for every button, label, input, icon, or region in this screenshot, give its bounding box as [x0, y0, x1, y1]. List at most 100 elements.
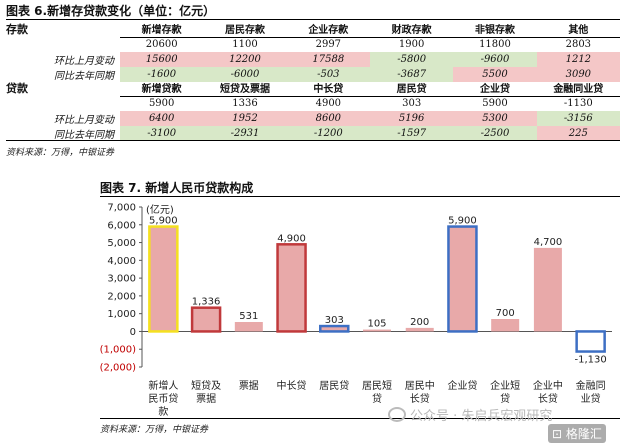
- deposits-value-cell: 2997: [315, 39, 342, 50]
- loans-change-cell: -2500: [453, 125, 537, 141]
- x-tick-label: 居民贷: [319, 379, 349, 392]
- y-tick-label: 7,000: [107, 203, 136, 214]
- loans-column-header: 中长贷: [286, 80, 370, 97]
- loans-row-label: 环比上月变动: [54, 114, 114, 126]
- x-tick-label: 居民短: [362, 379, 392, 392]
- deposits-change-cell: -6000: [203, 66, 287, 82]
- bar-value-label: 200: [410, 317, 429, 328]
- deposits-column-header: 其他: [536, 21, 620, 38]
- y-tick-label: (1,000): [100, 345, 137, 356]
- x-tick-label: 业贷: [581, 392, 601, 405]
- loans-value-cell: 1336: [232, 98, 258, 109]
- blank-cell: [6, 96, 36, 111]
- deposits-value-cell: 2803: [565, 39, 592, 50]
- deposits-column-header: 居民存款: [203, 21, 287, 38]
- loans-change-cell: -1597: [369, 125, 454, 141]
- change-value: 1952: [232, 112, 258, 124]
- bar-value-label: 5,900: [149, 216, 178, 227]
- table-title: 图表 6.新增存贷款变化（单位：亿元）: [6, 4, 216, 18]
- y-tick-label: 0: [130, 327, 136, 338]
- y-tick-label: (2,000): [100, 363, 137, 374]
- x-tick-label: 企业贷: [447, 379, 477, 392]
- chart-title: 图表 7. 新增人民币贷款构成: [100, 181, 254, 195]
- change-value: -2931: [230, 127, 260, 139]
- change-value: 6400: [148, 112, 175, 124]
- loans-header-row: 贷款 新增贷款 短贷及票据 中长贷 居民贷 企业贷 金融同业贷: [6, 80, 620, 97]
- bar-value-label: 1,336: [192, 297, 221, 308]
- loans-change-cell: 1952: [203, 110, 287, 126]
- blank-cell: [6, 37, 36, 52]
- change-value: -1600: [147, 68, 177, 80]
- bar-value-label: 4,700: [534, 237, 563, 248]
- change-value: 1212: [565, 53, 592, 65]
- bar: [447, 225, 478, 333]
- bar: [405, 327, 434, 332]
- blank-cell: [36, 80, 120, 96]
- x-tick-label: 长贷: [538, 392, 558, 405]
- change-value: 5196: [398, 112, 425, 124]
- deposits-column-header: 非银存款: [453, 21, 537, 38]
- loans-column-header: 短贷及票据: [203, 80, 287, 97]
- x-tick-label: 贷: [372, 392, 382, 405]
- deposits-value-cell: 11800: [479, 39, 511, 50]
- loans-value-cell: -1130: [563, 98, 593, 109]
- loans-column-header: 企业贷: [453, 80, 537, 97]
- deposits-change-cell: 1212: [536, 51, 620, 67]
- loans-change-cell: -3100: [120, 125, 204, 141]
- deposits-change-cell: 17588: [286, 51, 370, 67]
- change-value: -9600: [480, 53, 510, 65]
- change-value: 225: [568, 127, 588, 139]
- deposits-value-cell: 1100: [232, 39, 258, 50]
- loans-change-cell: -1200: [286, 125, 370, 141]
- blank-cell: [6, 126, 36, 141]
- change-value: 3090: [565, 68, 592, 80]
- deposits-column-header: 新增存款: [120, 21, 204, 38]
- bar-value-label: 700: [496, 308, 515, 319]
- deposits-change-row: 同比去年同期 -1600 -6000 -503 -3687 5500 3090: [6, 66, 620, 82]
- loans-section-label: 贷款: [6, 82, 28, 95]
- watermark: 公众号 · 朱启兵宏观研究: [388, 405, 552, 424]
- blank-cell: [36, 96, 120, 111]
- loans-change-cell: -2931: [203, 125, 287, 141]
- loan-composition-chart: (2,000) (1,000) 0 1,000 2,000 3,000 4,000 5,000…: [100, 203, 612, 418]
- deposits-value-cell: 20600: [145, 39, 178, 50]
- change-value: -503: [317, 68, 340, 80]
- change-value: -1200: [313, 127, 343, 139]
- deposits-row-label: 环比上月变动: [54, 55, 114, 67]
- deposits-change-cell: -1600: [120, 66, 204, 82]
- loans-change-row: 环比上月变动 6400 1952 8600 5196 5300 -3156: [6, 110, 620, 126]
- bar-value-label: -1,130: [575, 355, 607, 366]
- x-tick-label: 长贷: [410, 392, 430, 405]
- brand-logo: ⊡ 格隆汇: [548, 424, 606, 443]
- deposits-header-row: 存款 新增存款 居民存款 企业存款 财政存款 非银存款 其他: [6, 21, 620, 38]
- loans-column-header: 金融同业贷: [536, 80, 620, 97]
- loans-change-cell: 6400: [120, 110, 204, 126]
- loans-change-row: 同比去年同期 -3100 -2931 -1200 -1597 -2500 225: [6, 125, 620, 141]
- change-value: 8600: [315, 112, 342, 124]
- deposits-table: 存款 新增存款 居民存款 企业存款 财政存款 非银存款 其他 20600 1100 2997 190…: [6, 21, 620, 82]
- bar: [190, 306, 222, 333]
- y-tick-label: 4,000: [107, 256, 136, 267]
- bar: [319, 324, 350, 333]
- change-value: -3100: [147, 127, 177, 139]
- bar-value-label: 4,900: [277, 233, 306, 244]
- deposits-change-cell: 15600: [120, 51, 204, 67]
- change-value: 5300: [482, 112, 508, 124]
- loans-column-header: 居民贷: [369, 80, 454, 97]
- deposits-column-header: 财政存款: [369, 21, 454, 38]
- change-value: -6000: [230, 68, 260, 80]
- deposits-change-cell: -503: [286, 66, 370, 82]
- deposits-change-cell: -5800: [369, 51, 454, 67]
- bar-value-label: 531: [239, 311, 258, 322]
- chart-top-rule: [100, 196, 620, 197]
- deposits-change-cell: 12200: [203, 51, 287, 67]
- x-tick-label: 企业短: [490, 379, 520, 392]
- x-tick-label: 短贷及: [191, 379, 221, 392]
- x-tick-label: 新增人: [148, 379, 178, 392]
- loans-column-header: 新增贷款: [120, 80, 204, 97]
- deposits-section-label: 存款: [6, 23, 28, 36]
- loans-table: 贷款 新增贷款 短贷及票据 中长贷 居民贷 企业贷 金融同业贷 5900 1336 4900 303…: [6, 80, 620, 141]
- deposits-change-cell: -9600: [453, 51, 537, 67]
- table-source: 资料来源：万得，中银证券: [6, 148, 115, 158]
- x-tick-label: 票据: [239, 379, 259, 392]
